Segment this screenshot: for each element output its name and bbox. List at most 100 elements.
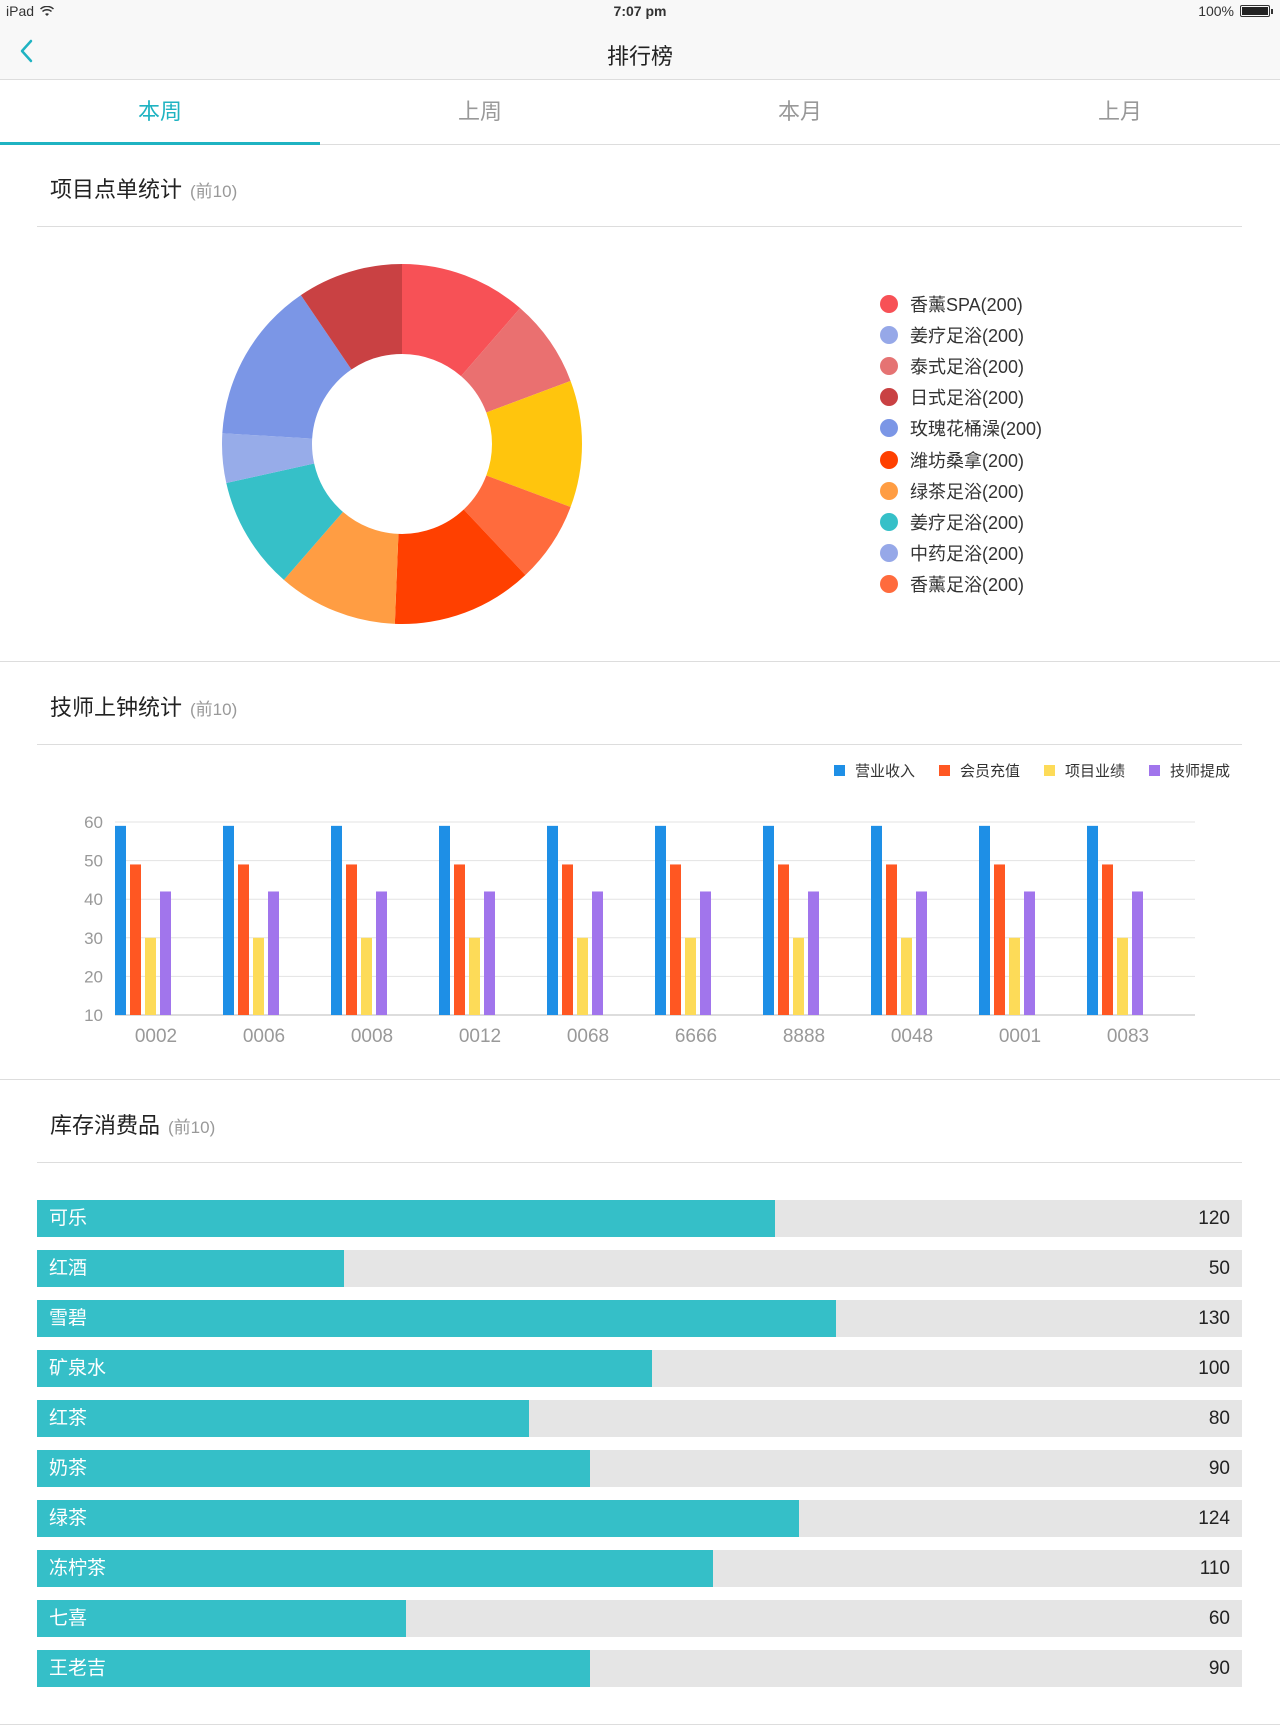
- legend-label: 香薰足浴(200): [910, 575, 1025, 596]
- donut-slice[interactable]: [394, 509, 526, 624]
- bar[interactable]: [1024, 891, 1035, 1015]
- donut-slice[interactable]: [463, 475, 571, 576]
- tab-last-week[interactable]: 上周: [457, 99, 502, 124]
- tab-last-month[interactable]: 上月: [1097, 99, 1142, 124]
- project-legend: 香薰SPA(200) 姜疗足浴(200) 泰式足浴(200) 日式足浴(200) 玫瑰花…: [880, 288, 1042, 600]
- bar[interactable]: [1009, 937, 1020, 1015]
- legend-label: 营业收入: [854, 763, 915, 780]
- stock-row[interactable]: 七喜 60: [37, 1600, 1242, 1637]
- bar[interactable]: [439, 825, 450, 1015]
- stock-row[interactable]: 冻柠茶 110: [37, 1550, 1242, 1587]
- bar[interactable]: [1117, 937, 1128, 1015]
- bar[interactable]: [484, 891, 495, 1015]
- bar[interactable]: [376, 891, 387, 1015]
- bar[interactable]: [808, 891, 819, 1015]
- bar[interactable]: [778, 864, 789, 1015]
- bar[interactable]: [346, 864, 357, 1015]
- y-tick-label: 50: [84, 852, 103, 871]
- donut-slice[interactable]: [283, 511, 399, 624]
- stock-row[interactable]: 红茶 80: [37, 1400, 1242, 1437]
- y-tick-label: 10: [84, 1006, 103, 1025]
- stock-item-value: 90: [1208, 1458, 1230, 1479]
- bar[interactable]: [238, 864, 249, 1015]
- y-tick-label: 30: [84, 929, 103, 948]
- x-tick-label: 8888: [783, 1026, 825, 1047]
- bar[interactable]: [886, 864, 897, 1015]
- tech-bar-legend: 营业收入 会员充值 项目业绩 技师提成: [833, 760, 1230, 781]
- legend-item: 泰式足浴(200): [880, 350, 1042, 381]
- legend-item: 香薰足浴(200): [880, 569, 1042, 600]
- bar[interactable]: [160, 891, 171, 1015]
- legend-label: 潍坊桑拿(200): [910, 450, 1025, 471]
- legend-item: 香薰SPA(200): [880, 288, 1042, 319]
- legend-label: 姜疗足浴(200): [910, 512, 1025, 533]
- y-tick-label: 40: [84, 890, 103, 909]
- bar[interactable]: [268, 891, 279, 1015]
- nav-bar: 排行榜: [0, 24, 1280, 80]
- stock-row[interactable]: 绿茶 124: [37, 1500, 1242, 1537]
- bar[interactable]: [361, 937, 372, 1015]
- bar[interactable]: [994, 864, 1005, 1015]
- bar[interactable]: [1087, 825, 1098, 1015]
- legend-label: 姜疗足浴(200): [910, 325, 1025, 346]
- bar[interactable]: [979, 825, 990, 1015]
- legend-item: 玫瑰花桶澡(200): [880, 413, 1042, 444]
- bar[interactable]: [1102, 864, 1113, 1015]
- legend-label: 绿茶足浴(200): [910, 481, 1025, 502]
- stock-item-value: 124: [1198, 1508, 1230, 1529]
- bar[interactable]: [871, 825, 882, 1015]
- donut-slice[interactable]: [222, 433, 315, 484]
- bar[interactable]: [223, 825, 234, 1015]
- stock-row[interactable]: 奶茶 90: [37, 1450, 1242, 1487]
- tab-this-month[interactable]: 本月: [777, 99, 822, 124]
- legend-label: 中药足浴(200): [910, 544, 1025, 565]
- tech-title-text: 技师上钟统计: [50, 695, 183, 720]
- donut-slice[interactable]: [300, 264, 402, 370]
- bar[interactable]: [763, 825, 774, 1015]
- bar-legend-item: 技师提成: [1148, 760, 1230, 781]
- bar[interactable]: [130, 864, 141, 1015]
- bar[interactable]: [145, 937, 156, 1015]
- y-tick-label: 20: [84, 967, 103, 986]
- legend-item: 姜疗足浴(200): [880, 506, 1042, 537]
- bar[interactable]: [577, 937, 588, 1015]
- back-chevron-icon[interactable]: [12, 36, 42, 66]
- stock-row[interactable]: 雪碧 130: [37, 1300, 1242, 1337]
- stock-row[interactable]: 王老吉 90: [37, 1650, 1242, 1687]
- status-right: 100%: [1198, 3, 1273, 19]
- bar[interactable]: [547, 825, 558, 1015]
- bar[interactable]: [685, 937, 696, 1015]
- donut-slice[interactable]: [486, 380, 582, 508]
- stock-row[interactable]: 可乐 120: [37, 1200, 1242, 1237]
- status-time: 7:07 pm: [613, 3, 667, 19]
- bar[interactable]: [655, 825, 666, 1015]
- bar[interactable]: [700, 891, 711, 1015]
- period-tabs: 本周 上周 本月 上月: [0, 81, 1280, 145]
- tab-this-week[interactable]: 本周: [0, 81, 320, 145]
- bar[interactable]: [916, 891, 927, 1015]
- donut-slice[interactable]: [461, 308, 571, 413]
- bar[interactable]: [901, 937, 912, 1015]
- bar[interactable]: [115, 825, 126, 1015]
- stock-row[interactable]: 矿泉水 100: [37, 1350, 1242, 1387]
- donut-slice[interactable]: [222, 295, 352, 439]
- stock-item-name: 雪碧: [49, 1308, 88, 1329]
- legend-dot: [880, 512, 898, 531]
- bar[interactable]: [592, 891, 603, 1015]
- donut-slice[interactable]: [402, 264, 521, 377]
- legend-dot: [880, 481, 898, 500]
- bar-legend-item: 营业收入: [833, 760, 915, 781]
- wifi-icon: [40, 5, 55, 16]
- stock-row[interactable]: 红酒 50: [37, 1250, 1242, 1287]
- bar[interactable]: [469, 937, 480, 1015]
- bar[interactable]: [670, 864, 681, 1015]
- bar[interactable]: [562, 864, 573, 1015]
- bar[interactable]: [331, 825, 342, 1015]
- legend-label: 香薰SPA(200): [910, 294, 1023, 315]
- stock-item-name: 红茶: [49, 1408, 88, 1429]
- bar[interactable]: [1132, 891, 1143, 1015]
- bar[interactable]: [253, 937, 264, 1015]
- donut-slice[interactable]: [226, 463, 343, 580]
- bar[interactable]: [793, 937, 804, 1015]
- bar[interactable]: [454, 864, 465, 1015]
